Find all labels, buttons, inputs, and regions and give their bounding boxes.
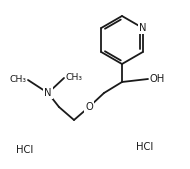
Text: HCl: HCl bbox=[16, 145, 34, 155]
Text: OH: OH bbox=[149, 74, 164, 84]
Text: N: N bbox=[139, 23, 146, 33]
Text: N: N bbox=[44, 88, 52, 98]
Text: CH₃: CH₃ bbox=[65, 74, 82, 82]
Text: CH₃: CH₃ bbox=[10, 76, 27, 84]
Text: HCl: HCl bbox=[136, 142, 154, 152]
Text: O: O bbox=[85, 102, 93, 112]
